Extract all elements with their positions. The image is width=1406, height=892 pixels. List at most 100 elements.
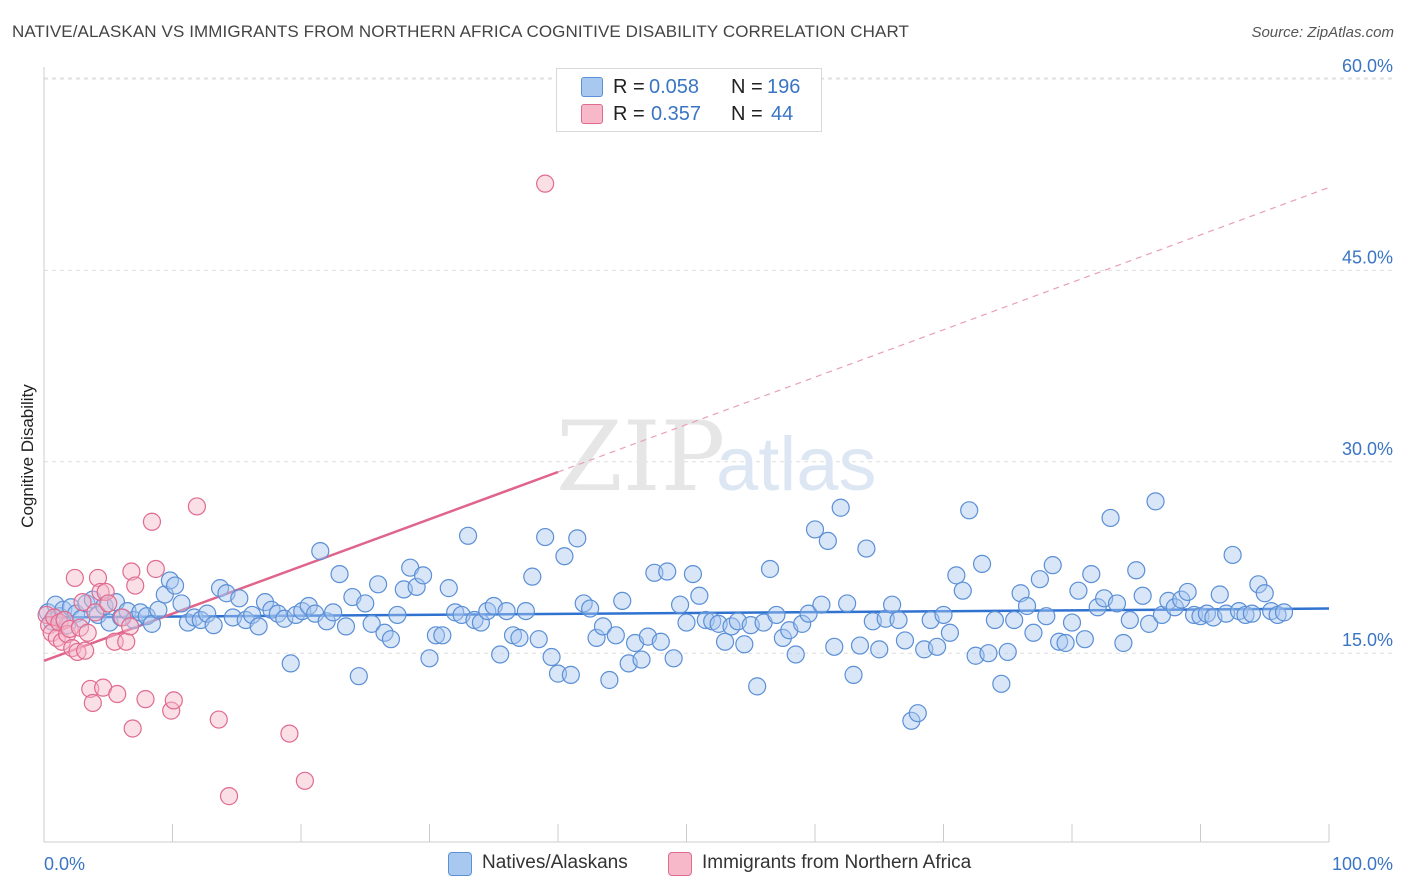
point-natives	[1024, 623, 1043, 642]
point-natives	[243, 605, 262, 625]
point-immigrants	[68, 642, 87, 662]
point-immigrants	[108, 684, 127, 704]
legend-r-label: R =	[613, 103, 645, 125]
point-immigrants	[126, 576, 145, 595]
point-natives	[857, 539, 876, 558]
point-natives	[1274, 603, 1294, 622]
point-natives	[677, 613, 696, 632]
point-natives	[561, 665, 580, 684]
point-natives	[1139, 614, 1159, 633]
point-natives	[1082, 564, 1101, 584]
point-immigrants	[76, 641, 95, 660]
point-immigrants	[99, 594, 118, 613]
point-natives	[1178, 582, 1197, 602]
point-immigrants	[122, 562, 141, 581]
trend-line-immigrants	[43, 470, 559, 663]
gridlines	[44, 77, 1394, 654]
point-natives	[1249, 575, 1268, 594]
point-natives	[1101, 508, 1120, 528]
point-natives	[336, 617, 356, 636]
point-natives	[529, 630, 548, 649]
point-natives	[613, 591, 632, 610]
point-natives	[715, 632, 735, 651]
point-natives	[516, 601, 535, 621]
point-natives	[593, 617, 613, 636]
point-immigrants	[219, 787, 239, 806]
y-tick-label: 45.0%	[1342, 247, 1393, 267]
watermark-atlas: atlas	[716, 422, 877, 507]
point-natives	[149, 600, 168, 619]
point-natives	[972, 554, 992, 573]
point-natives	[670, 595, 690, 614]
x-tick-label: 100.0%	[1332, 854, 1393, 874]
point-immigrants	[55, 610, 74, 630]
legend-swatch-natives	[581, 77, 603, 97]
point-natives	[555, 547, 574, 566]
point-natives	[831, 498, 850, 517]
point-natives	[606, 626, 625, 645]
point-natives	[947, 566, 966, 585]
point-natives	[1146, 492, 1165, 511]
trend-line-immigrants-extended	[557, 186, 1330, 473]
point-natives	[471, 613, 490, 632]
point-immigrants	[65, 568, 84, 588]
point-natives	[992, 674, 1011, 693]
point-natives	[523, 567, 542, 586]
point-natives	[317, 612, 336, 631]
point-natives	[786, 645, 805, 664]
point-natives	[1005, 610, 1024, 630]
point-natives	[1062, 613, 1082, 632]
point-natives	[825, 637, 844, 656]
point-natives	[1236, 605, 1255, 625]
point-natives	[369, 575, 388, 594]
point-immigrants	[123, 719, 142, 738]
point-immigrants	[136, 690, 155, 709]
point-natives	[311, 542, 330, 561]
point-immigrants	[88, 568, 108, 588]
point-natives	[985, 610, 1005, 630]
point-natives	[510, 628, 529, 647]
tick-labels: 15.0% 30.0% 45.0% 60.0% 0.0% 100.0%	[44, 56, 1393, 874]
point-immigrants	[146, 559, 165, 579]
legend-r-value: 0.058	[649, 76, 700, 98]
point-natives	[767, 605, 786, 625]
point-natives	[600, 670, 619, 690]
point-natives	[748, 677, 767, 696]
point-immigrants	[96, 582, 115, 602]
point-natives	[536, 527, 555, 547]
legend-n-value: 44	[771, 103, 794, 125]
point-natives	[349, 667, 368, 686]
point-immigrants	[209, 710, 228, 729]
point-natives	[165, 576, 185, 595]
point-natives	[1107, 594, 1127, 613]
x-tick-label: 0.0%	[44, 854, 85, 874]
point-natives	[812, 595, 831, 614]
legend-n-value: 196	[767, 76, 801, 98]
point-natives	[155, 585, 174, 604]
point-natives	[204, 616, 223, 635]
legend-swatch-immigrants	[581, 104, 603, 124]
chart-title: NATIVE/ALASKAN VS IMMIGRANTS FROM NORTHE…	[12, 22, 910, 41]
point-natives	[413, 566, 433, 585]
trend-lines	[43, 186, 1330, 663]
point-immigrants	[164, 691, 183, 710]
trend-line-natives	[43, 607, 1330, 619]
bottom-legend-label: Natives/Alaskans	[482, 852, 628, 873]
bottom-legend-swatch-natives	[448, 852, 472, 876]
point-natives	[940, 623, 960, 642]
point-natives	[433, 626, 452, 645]
point-natives	[426, 626, 446, 645]
point-natives	[1075, 630, 1094, 649]
point-natives	[160, 571, 180, 590]
point-natives	[818, 531, 837, 551]
point-natives	[275, 609, 294, 628]
point-natives	[497, 601, 516, 621]
point-immigrants	[536, 174, 555, 193]
point-natives	[1017, 596, 1037, 616]
point-immigrants	[120, 617, 140, 636]
point-natives	[1043, 556, 1062, 575]
point-natives	[568, 529, 587, 548]
point-natives	[998, 642, 1017, 662]
point-natives	[491, 645, 510, 664]
point-immigrants	[42, 623, 61, 642]
